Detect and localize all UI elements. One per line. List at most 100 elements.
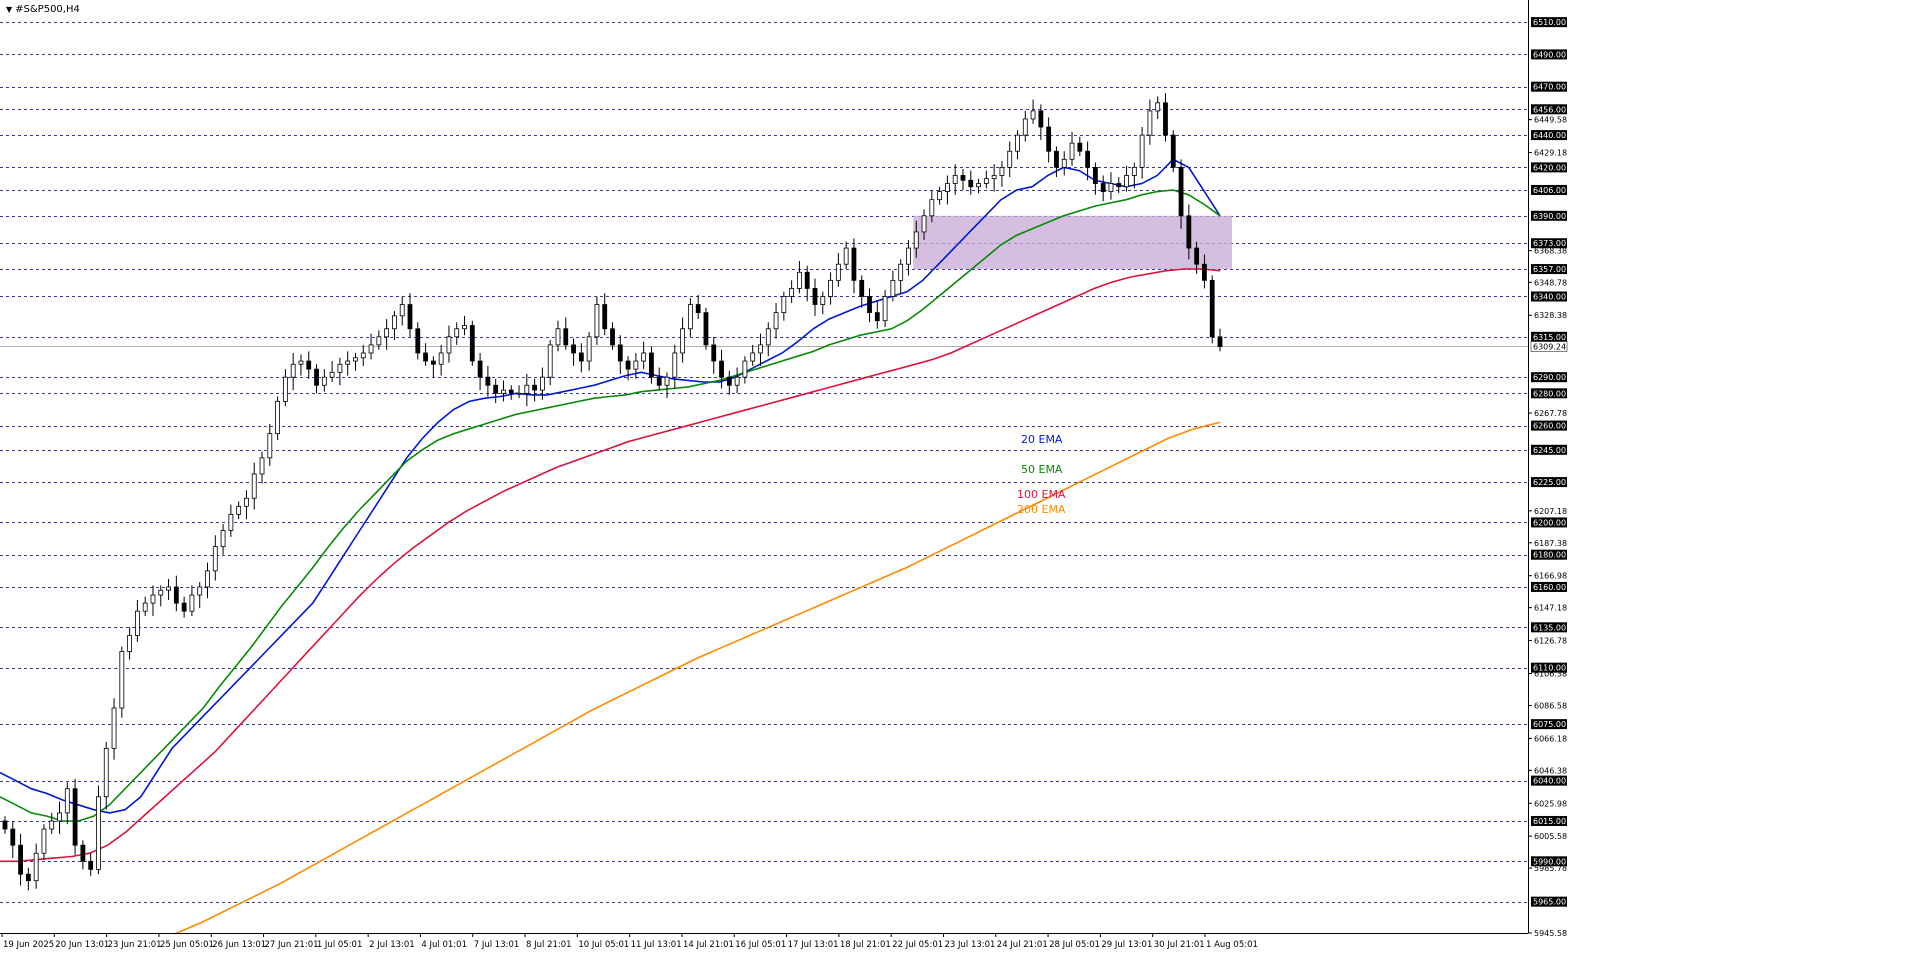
candle-body <box>781 296 787 314</box>
candle-body <box>828 279 833 297</box>
price-level-label: 6290.00 <box>1533 373 1566 382</box>
price-tick-label: 6066.18 <box>1534 734 1567 743</box>
candle-body <box>25 873 31 882</box>
candle-body <box>267 433 273 459</box>
candle-body <box>259 457 265 475</box>
candle-body <box>430 360 436 365</box>
candle-body <box>1116 183 1122 188</box>
ema-line-100ema <box>0 268 1221 863</box>
candle-body <box>103 747 109 798</box>
candle-body <box>804 271 810 289</box>
candle-body <box>555 328 561 346</box>
candle-body <box>991 175 997 180</box>
candle-body <box>275 400 280 435</box>
price-level-label: 6200.00 <box>1533 518 1566 527</box>
candle-body <box>189 594 195 612</box>
time-label: 2 Jul 13:01 <box>369 940 415 950</box>
price-level-label: 5965.00 <box>1533 898 1566 907</box>
candle-body <box>290 363 296 378</box>
time-label: 1 Jul 05:01 <box>317 940 363 950</box>
price-level-box <box>1531 184 1567 195</box>
candle-body <box>337 363 343 373</box>
candle-body <box>921 215 927 233</box>
candle-body <box>867 296 872 314</box>
candle-body <box>41 828 47 854</box>
price-level-box <box>1531 477 1567 488</box>
candle-body <box>1131 166 1137 176</box>
candle-body <box>119 651 125 709</box>
candle-body <box>1085 150 1090 168</box>
time-label: 17 Jul 13:01 <box>788 940 839 950</box>
price-level-label: 6357.00 <box>1533 265 1566 274</box>
time-label: 27 Jun 21:01 <box>265 940 319 950</box>
price-level-label: 6280.00 <box>1533 389 1566 398</box>
symbol-title-text: #S&P500,H4 <box>15 4 80 15</box>
candle-body <box>1069 142 1075 160</box>
price-level-box <box>1531 291 1567 302</box>
time-label: 30 Jul 21:01 <box>1154 940 1205 950</box>
candle-body <box>540 376 545 391</box>
price-tick-label: 6368.38 <box>1534 247 1567 256</box>
price-tick-label: 6166.98 <box>1534 572 1567 581</box>
candle-body <box>695 304 701 314</box>
candle-body <box>392 315 397 330</box>
grid-layer <box>0 22 1528 903</box>
triangle-down-icon[interactable]: ▼ <box>6 5 13 14</box>
candle-body <box>797 271 802 289</box>
price-level-box <box>1531 388 1567 399</box>
price-level-label: 6015.00 <box>1533 817 1566 826</box>
candle-body <box>999 166 1005 176</box>
price-level-label: 6040.00 <box>1533 777 1566 786</box>
candle-body <box>298 360 304 365</box>
candle-body <box>937 191 943 201</box>
candle-body <box>314 368 319 386</box>
price-level-label: 6315.00 <box>1533 333 1566 342</box>
price-level-box <box>1531 162 1567 173</box>
candle-body <box>563 328 569 346</box>
time-label: 25 Jun 05:01 <box>160 940 214 950</box>
candle-body <box>181 602 187 612</box>
candle-body <box>1015 134 1020 152</box>
price-tick-label: 5945.58 <box>1534 929 1567 938</box>
candle-body <box>306 360 312 370</box>
candle-body <box>360 352 366 359</box>
price-axis[interactable]: 6449.58 6429.18 6368.38 6348.78 6328.38 6267.… <box>0 0 1568 938</box>
price-level-label: 6075.00 <box>1533 720 1566 729</box>
candle-body <box>1038 110 1044 128</box>
price-level-box <box>1531 210 1567 221</box>
candle-body <box>983 178 989 184</box>
time-label: 16 Jul 05:01 <box>735 940 786 950</box>
price-level-label: 6135.00 <box>1533 623 1566 632</box>
price-level-label: 6160.00 <box>1533 583 1566 592</box>
price-tick-label: 5985.78 <box>1534 864 1567 873</box>
candle-body <box>1170 134 1176 168</box>
price-level-box <box>1531 622 1567 633</box>
price-level-label: 6340.00 <box>1533 292 1566 301</box>
price-tick-label: 6267.78 <box>1534 409 1567 418</box>
ema-layer <box>0 158 1221 935</box>
time-label: 20 Jun 13:01 <box>55 940 109 950</box>
candle-body <box>812 288 818 305</box>
candle-body <box>1155 102 1161 112</box>
candle-body <box>462 325 467 330</box>
candle-body <box>532 384 538 391</box>
price-level-label: 6180.00 <box>1533 551 1566 560</box>
price-tick-label: 6126.78 <box>1534 637 1567 646</box>
candle-body <box>602 304 608 330</box>
candle-body <box>1046 126 1052 152</box>
price-level-box <box>1531 420 1567 431</box>
candle-body <box>384 328 390 338</box>
candle-body <box>158 589 164 596</box>
price-level-label: 6456.00 <box>1533 105 1566 114</box>
candle-body <box>1217 336 1223 347</box>
candle-body <box>49 820 55 830</box>
price-level-label: 6373.00 <box>1533 239 1566 248</box>
candle-body <box>1194 247 1200 265</box>
price-tick-label: 6328.38 <box>1534 311 1567 320</box>
candle-body <box>750 352 756 362</box>
candle-body <box>345 360 351 365</box>
symbol-title[interactable]: ▼ #S&P500,H4 <box>6 4 80 15</box>
